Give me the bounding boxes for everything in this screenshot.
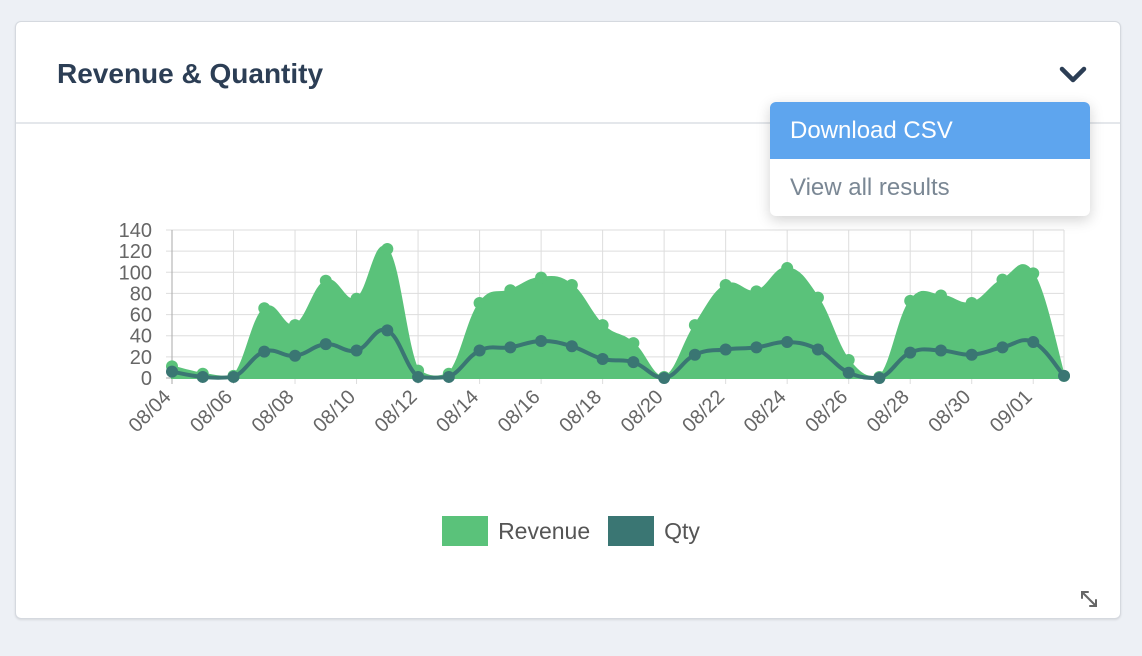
qty-point bbox=[627, 356, 640, 369]
revenue-point bbox=[504, 284, 517, 297]
qty-point bbox=[688, 348, 701, 361]
qty-point bbox=[473, 344, 486, 357]
revenue-point bbox=[904, 294, 917, 307]
expand-icon[interactable] bbox=[1078, 588, 1100, 610]
download-csv-menu-item[interactable]: Download CSV bbox=[770, 102, 1090, 159]
revenue-point bbox=[750, 285, 763, 298]
qty-point bbox=[934, 344, 947, 357]
x-tick-label: 09/01 bbox=[986, 386, 1037, 437]
qty-point bbox=[258, 345, 271, 358]
revenue-point bbox=[596, 319, 609, 332]
x-tick-label: 08/22 bbox=[678, 386, 729, 437]
revenue-point bbox=[996, 273, 1009, 286]
revenue-point bbox=[319, 274, 332, 287]
revenue-point bbox=[688, 319, 701, 332]
qty-point bbox=[965, 348, 978, 361]
qty-point bbox=[781, 336, 794, 349]
revenue-point bbox=[781, 262, 794, 275]
y-tick-label: 120 bbox=[119, 241, 152, 263]
qty-point bbox=[381, 324, 394, 337]
qty-point bbox=[442, 370, 455, 383]
x-tick-label: 08/14 bbox=[432, 386, 483, 437]
revenue-point bbox=[565, 278, 578, 291]
qty-point bbox=[596, 352, 609, 365]
x-tick-label: 08/06 bbox=[186, 386, 237, 437]
x-tick-label: 08/24 bbox=[740, 386, 791, 437]
qty-point bbox=[504, 341, 517, 354]
x-tick-label: 08/16 bbox=[494, 386, 545, 437]
legend-label-qty: Qty bbox=[664, 517, 700, 544]
revenue-point bbox=[350, 292, 363, 305]
revenue-point bbox=[258, 302, 271, 315]
qty-point bbox=[412, 370, 425, 383]
card-header: Revenue & Quantity bbox=[16, 22, 1120, 124]
revenue-area bbox=[171, 245, 1065, 379]
y-tick-label: 20 bbox=[130, 347, 152, 369]
y-tick-label: 100 bbox=[119, 262, 152, 284]
y-tick-label: 140 bbox=[119, 220, 152, 242]
qty-point bbox=[658, 372, 671, 384]
revenue-point bbox=[719, 278, 732, 291]
qty-point bbox=[1058, 369, 1070, 382]
revenue-point bbox=[934, 289, 947, 302]
view-all-results-menu-item[interactable]: View all results bbox=[790, 174, 950, 201]
y-tick-label: 60 bbox=[130, 305, 152, 327]
qty-point bbox=[996, 341, 1009, 354]
qty-point bbox=[319, 338, 332, 351]
revenue-point bbox=[811, 291, 824, 304]
revenue-point bbox=[289, 319, 302, 332]
qty-point bbox=[535, 335, 548, 347]
revenue-point bbox=[535, 271, 548, 284]
legend-label-revenue: Revenue bbox=[498, 517, 591, 544]
qty-point bbox=[565, 340, 578, 353]
qty-point bbox=[350, 344, 363, 357]
chevron-down-icon[interactable] bbox=[1058, 60, 1088, 90]
y-tick-label: 40 bbox=[130, 326, 152, 348]
qty-point bbox=[166, 365, 178, 378]
x-tick-label: 08/26 bbox=[801, 386, 852, 437]
x-tick-label: 08/08 bbox=[248, 386, 299, 437]
card-menu-dropdown: Download CSV View all results bbox=[770, 102, 1090, 216]
revenue-point bbox=[1027, 267, 1040, 280]
legend-item-qty[interactable]: Qty bbox=[608, 516, 700, 546]
qty-point bbox=[873, 372, 886, 384]
x-tick-label: 08/30 bbox=[924, 386, 975, 437]
legend-item-revenue[interactable]: Revenue bbox=[442, 516, 590, 546]
revenue-point bbox=[627, 337, 640, 350]
x-tick-label: 08/20 bbox=[617, 386, 668, 437]
revenue-point bbox=[965, 296, 978, 309]
y-tick-label: 80 bbox=[130, 283, 152, 305]
revenue-point bbox=[842, 354, 855, 367]
x-tick-label: 08/04 bbox=[125, 386, 176, 437]
x-tick-label: 08/28 bbox=[863, 386, 914, 437]
revenue-point bbox=[473, 296, 486, 309]
qty-point bbox=[904, 346, 917, 359]
qty-point bbox=[719, 343, 732, 356]
x-tick-label: 08/12 bbox=[371, 386, 422, 437]
x-tick-label: 08/18 bbox=[555, 386, 606, 437]
revenue-point bbox=[381, 243, 394, 256]
qty-point bbox=[811, 343, 824, 356]
qty-point bbox=[289, 349, 302, 362]
chart-legend: Revenue Qty bbox=[0, 516, 1142, 546]
qty-point bbox=[1027, 336, 1040, 349]
y-tick-label: 0 bbox=[141, 368, 152, 390]
qty-point bbox=[750, 341, 763, 354]
x-tick-label: 08/10 bbox=[309, 386, 360, 437]
qty-point bbox=[227, 370, 240, 383]
card-title: Revenue & Quantity bbox=[57, 58, 324, 89]
qty-point bbox=[842, 366, 855, 379]
legend-swatch-qty bbox=[608, 516, 655, 546]
legend-swatch-revenue bbox=[442, 516, 489, 546]
qty-point bbox=[196, 370, 209, 383]
